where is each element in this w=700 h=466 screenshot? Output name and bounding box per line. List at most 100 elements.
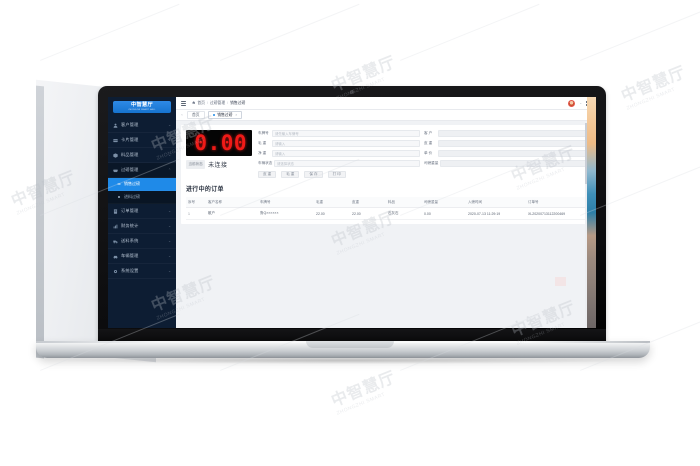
sidebar-subitem-label: 销售过磅 <box>124 181 140 186</box>
orders-section: 进行中的订单 序号 客户名称 车牌号 毛重 皮重 <box>186 184 586 221</box>
unit-price-input[interactable] <box>438 149 586 157</box>
box-icon <box>113 152 118 158</box>
sidebar-item-order[interactable]: 订单管理 ⌄ <box>108 204 176 219</box>
weight-value: 0.00 <box>194 130 247 155</box>
close-icon[interactable]: × <box>235 113 238 117</box>
cell-gross: 22.00 <box>314 207 350 221</box>
laptop-lid: 中智慧厅 ZHONGZHI SMART HALL 客户管理 ⌄ 卡片管理 <box>98 86 606 344</box>
background-panel-edge <box>36 85 44 359</box>
sidebar-item-delivery[interactable]: 送料系统 ⌄ <box>108 234 176 249</box>
print-button[interactable]: 打 印 <box>327 170 346 179</box>
desktop-wallpaper-sliver <box>587 97 596 328</box>
customer-input[interactable] <box>438 130 586 137</box>
scale-icon <box>113 169 118 172</box>
tab-home[interactable]: 首页 <box>187 111 205 119</box>
chevron-down-icon: ⌄ <box>168 209 171 213</box>
breadcrumb-separator: / <box>227 101 229 105</box>
vertical-scrollbar[interactable] <box>585 123 587 326</box>
sidebar-subitem-label: 进料过磅 <box>124 194 140 199</box>
intake-icon <box>118 196 120 198</box>
chevron-down-icon: ⌄ <box>168 153 171 157</box>
breadcrumb-item-weighing[interactable]: 过磅管理 <box>209 100 226 105</box>
form-row: 净 重 请输入 单 价 <box>258 149 586 157</box>
sidebar-item-weighing[interactable]: 过磅管理 ⌃ <box>108 163 176 178</box>
field-gross-weight: 毛 重 请输入 <box>258 139 420 147</box>
avatar[interactable] <box>568 99 576 107</box>
gross-button[interactable]: 毛 重 <box>281 170 300 179</box>
field-label: 车辆状态 <box>258 160 273 165</box>
sidebar-item-label: 料品管理 <box>121 152 139 157</box>
cell-time: 2020-07-13 11:29:19 <box>466 207 526 221</box>
cell-tare: 22.00 <box>350 207 386 221</box>
form-row: 车辆状态 请选择状态 司磅重量 <box>258 159 586 167</box>
sidebar-item-vehicle[interactable]: 车辆管理 ⌄ <box>108 249 176 264</box>
chevron-down-icon: ⌄ <box>168 254 171 258</box>
car-icon <box>113 255 118 258</box>
cell-weigher: 0.00 <box>422 207 466 221</box>
tare-button[interactable]: 皮 重 <box>258 170 277 179</box>
breadcrumb-item-home[interactable]: 首页 <box>197 100 205 105</box>
table-header-row: 序号 客户名称 车牌号 毛重 皮重 料品 司磅重量 入磅时间 <box>186 197 586 209</box>
sidebar-item-finance[interactable]: 财务统计 ⌄ <box>108 219 176 234</box>
chevron-down-icon: ⌄ <box>168 138 171 142</box>
hamburger-icon[interactable] <box>181 100 186 106</box>
sidebar-item-label: 系统设置 <box>121 268 139 273</box>
tab-label: 首页 <box>192 112 200 117</box>
gross-weight-input[interactable]: 请输入 <box>272 139 420 147</box>
col-order-no: 订单号 <box>526 197 586 209</box>
field-label: 单 价 <box>424 150 433 155</box>
laptop-lid-chin <box>98 329 606 344</box>
tab-sales-weighing[interactable]: 销售过磅 × <box>207 111 243 119</box>
plate-number-input[interactable]: 请先输入车牌号 <box>272 130 420 137</box>
vehicle-status-select[interactable]: 请选择状态 <box>274 159 420 167</box>
chart-icon <box>113 224 118 228</box>
tare-weight-input[interactable] <box>438 139 586 147</box>
col-time: 入磅时间 <box>466 197 526 209</box>
col-index: 序号 <box>186 197 206 209</box>
field-label: 车牌号 <box>258 130 269 135</box>
chevron-down-icon: ⌄ <box>168 123 171 127</box>
sidebar-item-label: 客户管理 <box>121 122 139 127</box>
form-row: 毛 重 请输入 皮 重 <box>258 139 586 147</box>
weighing-top-section: 0.00 当前状态 未连接 <box>186 130 586 179</box>
sidebar: 中智慧厅 ZHONGZHI SMART HALL 客户管理 ⌄ 卡片管理 <box>108 97 176 328</box>
col-material: 料品 <box>386 197 422 209</box>
col-tare: 皮重 <box>350 197 386 209</box>
net-weight-input[interactable]: 请输入 <box>272 149 420 157</box>
breadcrumb-separator: / <box>206 101 208 105</box>
logo-container[interactable]: 中智慧厅 ZHONGZHI SMART HALL <box>108 97 176 118</box>
tabs-prev-button[interactable]: ‹ <box>181 113 183 117</box>
laptop-base-notch <box>306 341 394 348</box>
sidebar-item-material[interactable]: 料品管理 ⌄ <box>108 148 176 163</box>
cell-plate: 鲁Q×××××× <box>258 207 314 221</box>
sidebar-item-label: 财务统计 <box>121 223 139 228</box>
sidebar-item-label: 订单管理 <box>121 208 139 213</box>
active-tab-dot <box>212 113 216 117</box>
webcam-dot <box>350 90 354 94</box>
orders-title: 进行中的订单 <box>186 187 224 194</box>
table-row[interactable]: 1 散户 鲁Q×××××× 22.00 22.00 石灰石 0.00 2020-… <box>186 207 586 221</box>
weigher-amount-input[interactable] <box>440 159 586 167</box>
save-button[interactable]: 保 存 <box>304 170 323 179</box>
cell-index: 1 <box>186 207 206 221</box>
field-customer: 客 户 <box>424 130 586 137</box>
action-button-row: 皮 重 毛 重 保 存 打 印 <box>258 170 586 179</box>
col-weigher: 司磅重量 <box>422 197 466 209</box>
application-window: 中智慧厅 ZHONGZHI SMART HALL 客户管理 ⌄ 卡片管理 <box>108 97 596 328</box>
home-icon <box>192 101 196 105</box>
logo-sub-text: ZHONGZHI SMART HALL <box>128 108 156 111</box>
field-vehicle-status: 车辆状态 请选择状态 <box>258 159 420 167</box>
sidebar-subitem-sales-weighing[interactable]: 销售过磅 <box>108 178 176 191</box>
brand-logo: 中智慧厅 ZHONGZHI SMART HALL <box>113 101 171 113</box>
sidebar-item-customer[interactable]: 客户管理 ⌄ <box>108 118 176 133</box>
top-bar: 首页 / 过磅管理 / 销售过磅 ⌄ <box>176 97 596 110</box>
chevron-down-icon[interactable]: ⌄ <box>579 101 582 105</box>
chevron-down-icon: ⌄ <box>168 269 171 273</box>
status-label: 当前状态 <box>186 160 206 169</box>
sidebar-item-card[interactable]: 卡片管理 ⌄ <box>108 133 176 148</box>
weighing-panel: 0.00 当前状态 未连接 <box>181 125 591 225</box>
sidebar-subitem-intake-weighing[interactable]: 进料过磅 <box>108 191 176 204</box>
sidebar-item-system[interactable]: 系统设置 ⌄ <box>108 264 176 279</box>
form-row: 车牌号 请先输入车牌号 客 户 <box>258 130 586 137</box>
sidebar-item-label: 送料系统 <box>121 238 139 243</box>
